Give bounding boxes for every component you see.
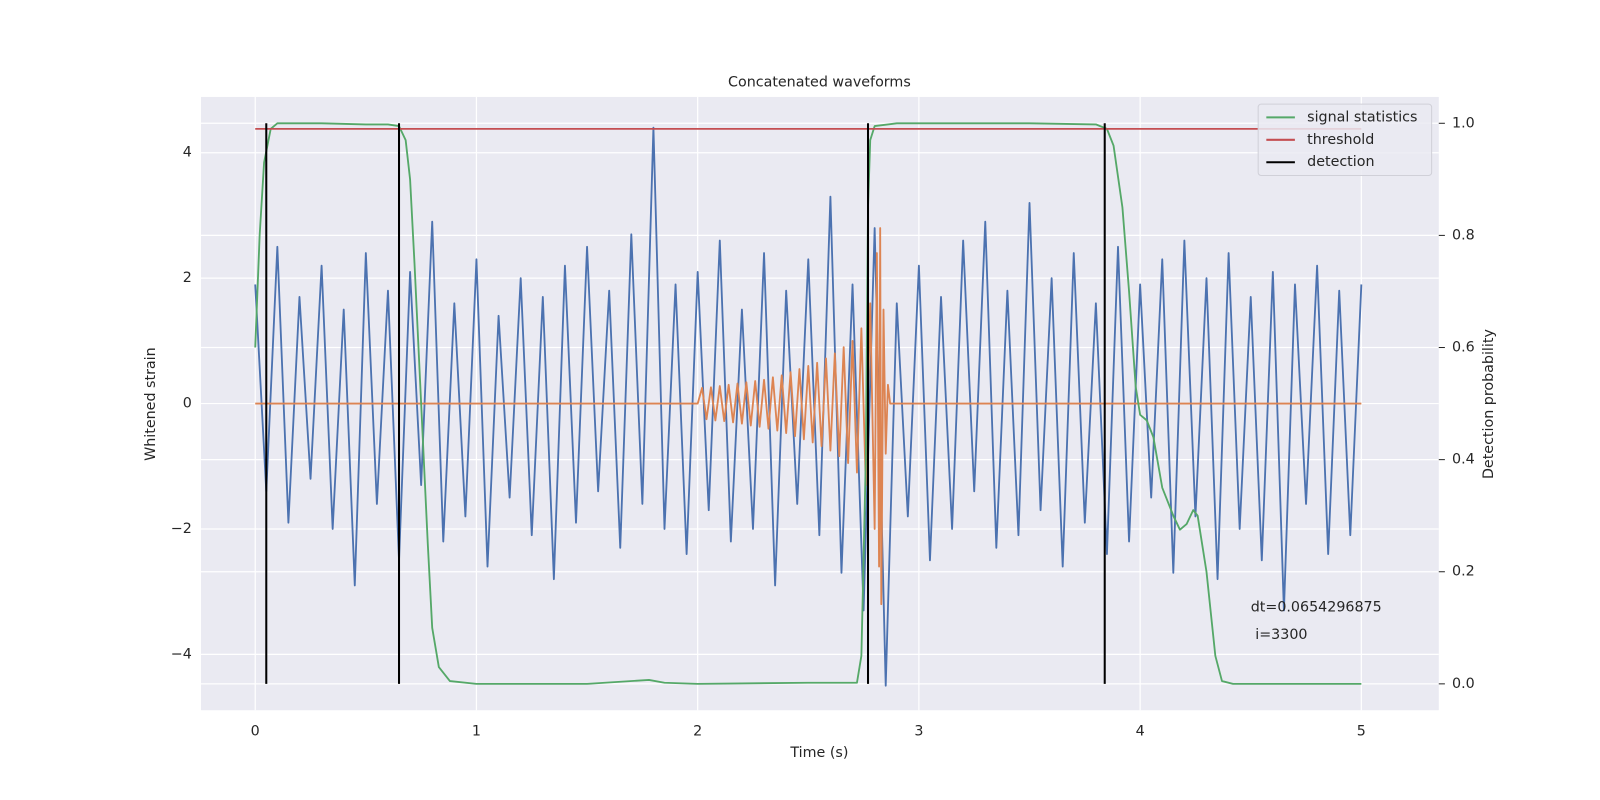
- x-tick-label: 2: [693, 724, 702, 740]
- y2-tick-label: 0.6: [1452, 340, 1475, 356]
- x-tick-label: 3: [914, 724, 923, 740]
- series-line: [255, 227, 1362, 606]
- series-line: [254, 122, 1362, 685]
- data: [254, 122, 1363, 687]
- y2-tick-label: 0.8: [1452, 227, 1475, 243]
- x-tick-label: 4: [1136, 724, 1145, 740]
- y-tick-label: 2: [183, 270, 192, 286]
- y2-tick-label: 0.0: [1452, 676, 1475, 692]
- y2-tick-label: 1.0: [1452, 115, 1475, 131]
- y2-axis-label: Detection probability: [1481, 329, 1497, 480]
- chart-title: Concatenated waveforms: [728, 75, 911, 91]
- annotation: dt=0.0654296875: [1251, 600, 1382, 616]
- x-axis-label: Time (s): [789, 745, 848, 761]
- y2-tick-label: 0.2: [1452, 564, 1475, 580]
- y-tick-label: 4: [183, 145, 192, 161]
- y-tick-label: −4: [171, 646, 192, 662]
- annotation: i=3300: [1251, 627, 1308, 643]
- y-axis-label: Whitened strain: [143, 347, 159, 461]
- legend-label: signal statistics: [1307, 109, 1417, 125]
- x-tick-label: 1: [472, 724, 481, 740]
- y2-tick-label: 0.4: [1452, 452, 1475, 468]
- legend-label: detection: [1307, 154, 1374, 170]
- legend-label: threshold: [1307, 132, 1374, 148]
- x-tick-label: 5: [1357, 724, 1366, 740]
- series-line: [254, 126, 1363, 687]
- y-tick-label: 0: [183, 396, 192, 412]
- y-tick-label: −2: [171, 521, 192, 537]
- x-tick-label: 0: [251, 724, 260, 740]
- overlay: 0 1 2 3 4 5 −4 −2 0 2 4 0.0 0.2 0.4 0.6 0.8 1.0 dt=0.0654…: [171, 103, 1475, 740]
- legend-box: [1257, 103, 1433, 177]
